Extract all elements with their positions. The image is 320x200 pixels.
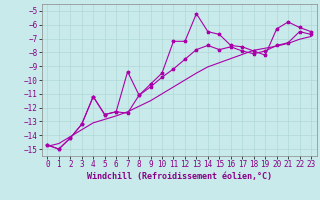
X-axis label: Windchill (Refroidissement éolien,°C): Windchill (Refroidissement éolien,°C) bbox=[87, 172, 272, 181]
